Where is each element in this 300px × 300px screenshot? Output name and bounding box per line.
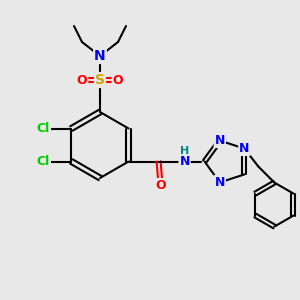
Text: Cl: Cl (37, 155, 50, 168)
Text: N: N (214, 176, 225, 189)
Text: N: N (179, 155, 190, 168)
Text: O: O (77, 74, 87, 86)
Text: N: N (214, 134, 225, 147)
Text: N: N (239, 142, 250, 155)
Text: O: O (155, 179, 166, 192)
Text: H: H (180, 146, 189, 157)
Text: Cl: Cl (37, 122, 50, 135)
Text: S: S (95, 73, 105, 87)
Text: O: O (113, 74, 123, 86)
Text: N: N (94, 49, 106, 63)
